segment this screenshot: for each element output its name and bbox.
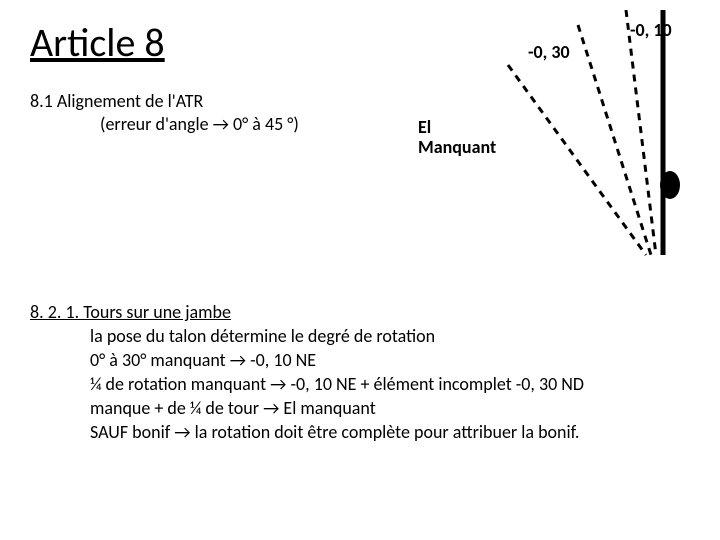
section-8-2-1-line: 0° à 30° manquant → -0, 10 NE — [90, 348, 584, 372]
section-8-1-line2: (erreur d'angle → 0° à 45 °) — [100, 113, 299, 135]
svg-text:El: El — [418, 116, 431, 138]
section-8-2-1-line: la pose du talon détermine le degré de r… — [90, 324, 584, 348]
section-8-2-1-line: ¼ de rotation manquant → -0, 10 NE + élé… — [90, 372, 584, 396]
section-8-2-1-line: SAUF bonif → la rotation doit être compl… — [90, 420, 584, 444]
section-8-2-1-line: manque + de ¼ de tour → El manquant — [90, 396, 584, 420]
svg-text:-0, 10: -0, 10 — [630, 19, 672, 41]
svg-text:-0, 30: -0, 30 — [528, 41, 570, 63]
section-8-1-line1: 8.1 Alignement de l'ATR — [30, 90, 203, 112]
section-8-2-1: 8. 2. 1. Tours sur une jambe la pose du … — [30, 300, 584, 444]
svg-text:Manquant: Manquant — [418, 136, 496, 158]
angle-diagram: -0, 10 -0, 30 ElManquant — [408, 10, 708, 270]
page-title: Article 8 — [30, 18, 165, 67]
angle-diagram-svg: -0, 10 -0, 30 ElManquant — [408, 10, 708, 270]
section-8-2-1-title: 8. 2. 1. Tours sur une jambe — [30, 300, 584, 324]
